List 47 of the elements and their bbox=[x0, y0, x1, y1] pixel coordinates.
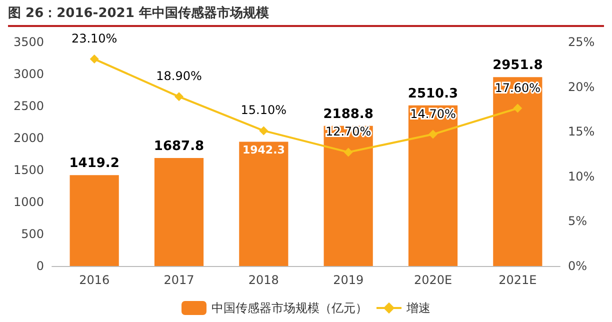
data-label: 23.10% bbox=[71, 32, 118, 46]
legend-label: 中国传感器市场规模（亿元） bbox=[212, 301, 368, 315]
y-tick-label: 0 bbox=[36, 259, 44, 273]
point bbox=[344, 148, 353, 157]
y-tick-label: 1500 bbox=[13, 163, 44, 177]
data-label: 2510.3 bbox=[408, 86, 458, 102]
point bbox=[90, 54, 99, 64]
data-label: 1687.8 bbox=[154, 138, 204, 154]
data-label: 14.70% bbox=[410, 106, 456, 121]
y-tick-label: 2000 bbox=[13, 131, 44, 145]
y2-tick-label: 15% bbox=[568, 124, 595, 139]
bar bbox=[493, 77, 542, 266]
point bbox=[174, 92, 184, 102]
bar bbox=[154, 158, 204, 266]
y2-tick-label: 10% bbox=[568, 169, 595, 184]
data-label: 1942.3 bbox=[242, 144, 285, 157]
data-label: 17.60% bbox=[494, 80, 541, 95]
chart-title: 图 26：2016-2021 年中国传感器市场规模 bbox=[8, 4, 604, 27]
data-label: 1419.2 bbox=[69, 156, 120, 172]
data-label: 18.90% bbox=[156, 69, 202, 84]
y-tick-label: 2500 bbox=[13, 99, 44, 113]
x-tick-label: 2017 bbox=[164, 273, 194, 287]
bar bbox=[324, 126, 373, 266]
point bbox=[513, 104, 522, 113]
data-label: 15.10% bbox=[240, 103, 287, 118]
bar bbox=[408, 105, 458, 266]
y-tick-label: 3500 bbox=[13, 35, 44, 49]
x-tick-label: 2018 bbox=[248, 273, 279, 287]
x-tick-label: 2020E bbox=[414, 273, 452, 287]
x-tick-label: 2019 bbox=[333, 273, 364, 287]
data-label: 2188.8 bbox=[323, 106, 374, 122]
y2-tick-label: 20% bbox=[568, 80, 595, 94]
y2-tick-label: 0% bbox=[568, 259, 588, 273]
data-label: 2951.8 bbox=[492, 58, 543, 74]
y-tick-label: 1000 bbox=[13, 195, 44, 209]
x-tick-label: 2016 bbox=[79, 273, 110, 287]
bar bbox=[239, 142, 288, 266]
x-tick-label: 2021E bbox=[498, 273, 537, 287]
bar bbox=[70, 175, 119, 266]
y-tick-label: 3000 bbox=[13, 67, 44, 81]
point bbox=[428, 130, 438, 139]
y2-tick-label: 25% bbox=[568, 35, 595, 49]
point bbox=[259, 126, 268, 136]
legend-label: 增速 bbox=[406, 301, 430, 315]
y2-tick-label: 5% bbox=[568, 214, 588, 228]
y-tick-label: 500 bbox=[21, 227, 44, 241]
data-label: 12.70% bbox=[325, 124, 372, 139]
